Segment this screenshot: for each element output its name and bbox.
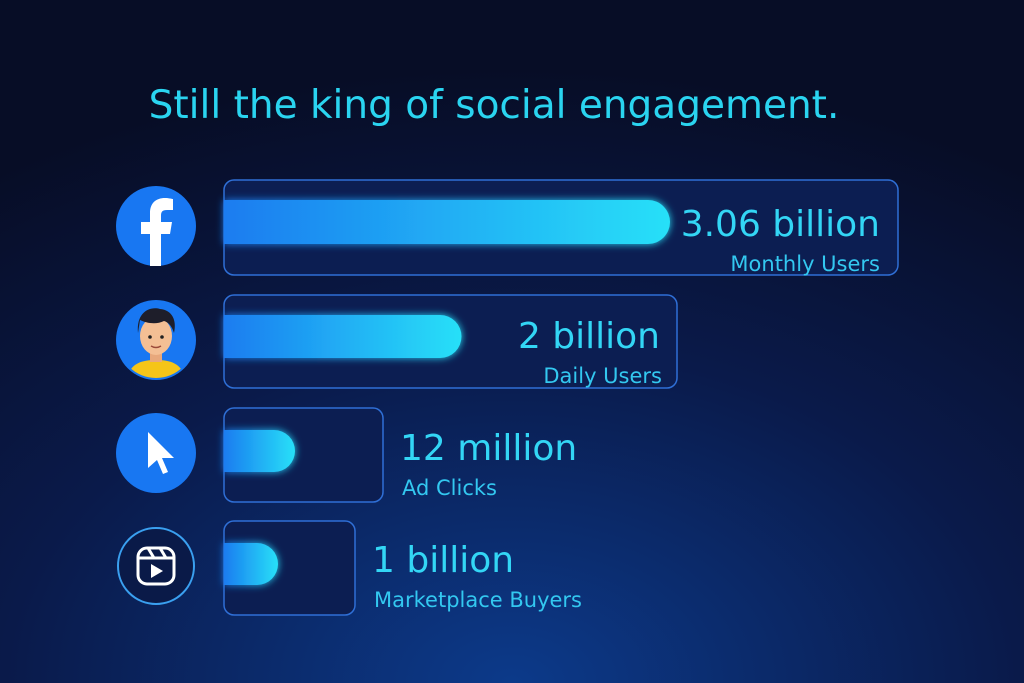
user-icon xyxy=(116,300,196,380)
facebook-icon xyxy=(116,186,196,266)
bar xyxy=(224,430,295,472)
title: Still the king of social engagement. xyxy=(149,83,840,128)
item-label: Daily Users xyxy=(543,364,662,388)
item-label: Marketplace Buyers xyxy=(374,588,582,612)
bar xyxy=(224,315,462,358)
bar xyxy=(224,200,670,244)
bar xyxy=(224,543,278,585)
item-label: Ad Clicks xyxy=(402,476,497,500)
item-value: 3.06 billion xyxy=(681,204,880,245)
reels-icon xyxy=(117,527,195,605)
item-value: 2 billion xyxy=(518,316,660,357)
item-label: Monthly Users xyxy=(730,252,880,276)
item-value: 1 billion xyxy=(372,540,514,581)
cursor-icon xyxy=(116,413,196,493)
item-value: 12 million xyxy=(400,428,577,469)
